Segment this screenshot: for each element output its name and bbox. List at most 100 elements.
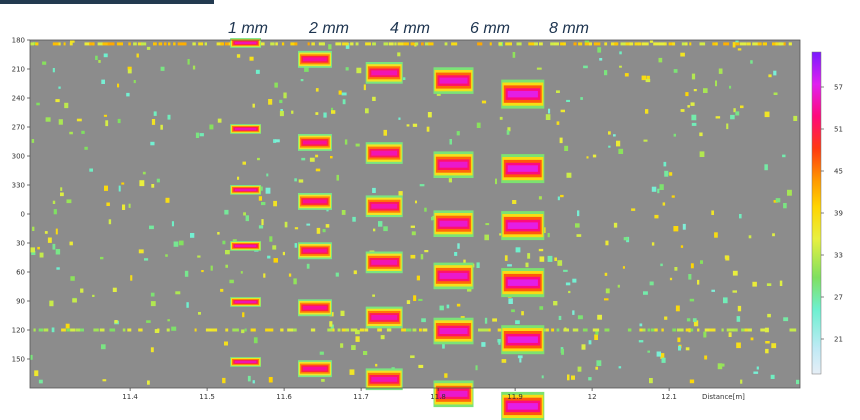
- noise-speckle: [309, 157, 315, 162]
- noise-speckle: [37, 246, 40, 250]
- band-segment: [757, 42, 762, 46]
- noise-speckle: [315, 154, 319, 158]
- noise-speckle: [406, 124, 410, 127]
- noise-speckle: [690, 263, 694, 269]
- noise-speckle: [693, 89, 697, 92]
- noise-speckle: [687, 105, 690, 108]
- band-segment: [730, 328, 737, 332]
- noise-speckle: [220, 288, 224, 292]
- noise-speckle: [765, 341, 770, 344]
- noise-speckle: [507, 127, 511, 132]
- noise-speckle: [249, 56, 254, 61]
- noise-speckle: [508, 298, 513, 304]
- noise-speckle: [467, 288, 472, 292]
- noise-speckle: [167, 114, 171, 120]
- noise-speckle: [146, 320, 151, 323]
- band-segment: [211, 328, 218, 332]
- noise-speckle: [622, 266, 625, 269]
- band-segment: [488, 328, 491, 332]
- noise-speckle: [253, 337, 258, 344]
- blob-layer: [439, 272, 468, 279]
- band-segment: [541, 328, 548, 332]
- noise-speckle: [293, 278, 297, 285]
- noise-speckle: [476, 262, 480, 268]
- band-segment: [177, 42, 185, 46]
- band-segment: [157, 328, 160, 332]
- noise-speckle: [380, 335, 385, 340]
- defect-blob-4mm: [365, 142, 403, 164]
- band-segment: [232, 328, 239, 332]
- noise-speckle: [30, 354, 33, 360]
- noise-speckle: [210, 265, 213, 271]
- defect-blob-2mm: [298, 193, 332, 210]
- band-segment: [588, 42, 592, 46]
- noise-speckle: [197, 255, 201, 258]
- noise-speckle: [604, 298, 609, 301]
- noise-speckle: [547, 233, 550, 238]
- band-segment: [664, 42, 667, 46]
- noise-speckle: [36, 102, 40, 106]
- band-segment: [685, 328, 692, 332]
- noise-speckle: [697, 279, 700, 285]
- noise-speckle: [103, 114, 107, 117]
- noise-speckle: [237, 176, 240, 180]
- noise-speckle: [457, 243, 460, 249]
- noise-speckle: [331, 110, 336, 114]
- noise-speckle: [564, 145, 569, 151]
- noise-speckle: [146, 46, 151, 50]
- noise-speckle: [575, 223, 580, 228]
- noise-speckle: [673, 226, 679, 232]
- noise-speckle: [649, 40, 654, 43]
- noise-speckle: [729, 85, 732, 89]
- noise-speckle: [597, 314, 602, 320]
- noise-speckle: [64, 102, 69, 109]
- band-segment: [650, 328, 657, 332]
- noise-speckle: [624, 73, 629, 77]
- band-segment: [653, 42, 660, 46]
- noise-speckle: [604, 272, 608, 276]
- noise-speckle: [517, 355, 523, 359]
- band-segment: [681, 42, 687, 46]
- noise-speckle: [325, 224, 330, 228]
- noise-speckle: [484, 317, 488, 324]
- noise-speckle: [750, 60, 753, 64]
- noise-speckle: [553, 301, 558, 306]
- noise-speckle: [294, 178, 297, 182]
- noise-speckle: [178, 240, 184, 246]
- noise-speckle: [122, 204, 126, 210]
- blob-layer: [507, 90, 538, 98]
- noise-speckle: [55, 228, 58, 235]
- noise-speckle: [717, 363, 723, 370]
- noise-speckle: [554, 257, 557, 261]
- defect-blob-6mm: [433, 210, 474, 237]
- noise-speckle: [345, 43, 350, 49]
- noise-speckle: [151, 184, 155, 188]
- band-segment: [778, 42, 786, 46]
- noise-speckle: [599, 58, 603, 61]
- defect-blob-2mm: [298, 242, 332, 260]
- noise-speckle: [484, 234, 489, 241]
- noise-speckle: [739, 214, 742, 219]
- band-segment: [342, 42, 349, 46]
- noise-speckle: [201, 270, 204, 273]
- noise-speckle: [675, 305, 680, 312]
- noise-speckle: [663, 161, 667, 167]
- noise-speckle: [475, 365, 478, 371]
- noise-speckle: [756, 366, 759, 370]
- noise-speckle: [680, 109, 685, 112]
- noise-speckle: [263, 273, 266, 278]
- noise-speckle: [730, 114, 735, 120]
- noise-speckle: [330, 324, 334, 330]
- blob-layer: [303, 248, 327, 253]
- noise-speckles: [30, 40, 800, 385]
- band-segment: [84, 42, 91, 46]
- band-segment: [647, 328, 651, 332]
- noise-speckle: [340, 310, 345, 316]
- noise-speckle: [84, 146, 88, 150]
- noise-speckle: [150, 141, 155, 146]
- band-segment: [685, 42, 688, 46]
- blob-layer: [303, 305, 327, 310]
- noise-speckle: [594, 334, 598, 340]
- blob-layer: [439, 220, 468, 227]
- noise-speckle: [195, 132, 200, 138]
